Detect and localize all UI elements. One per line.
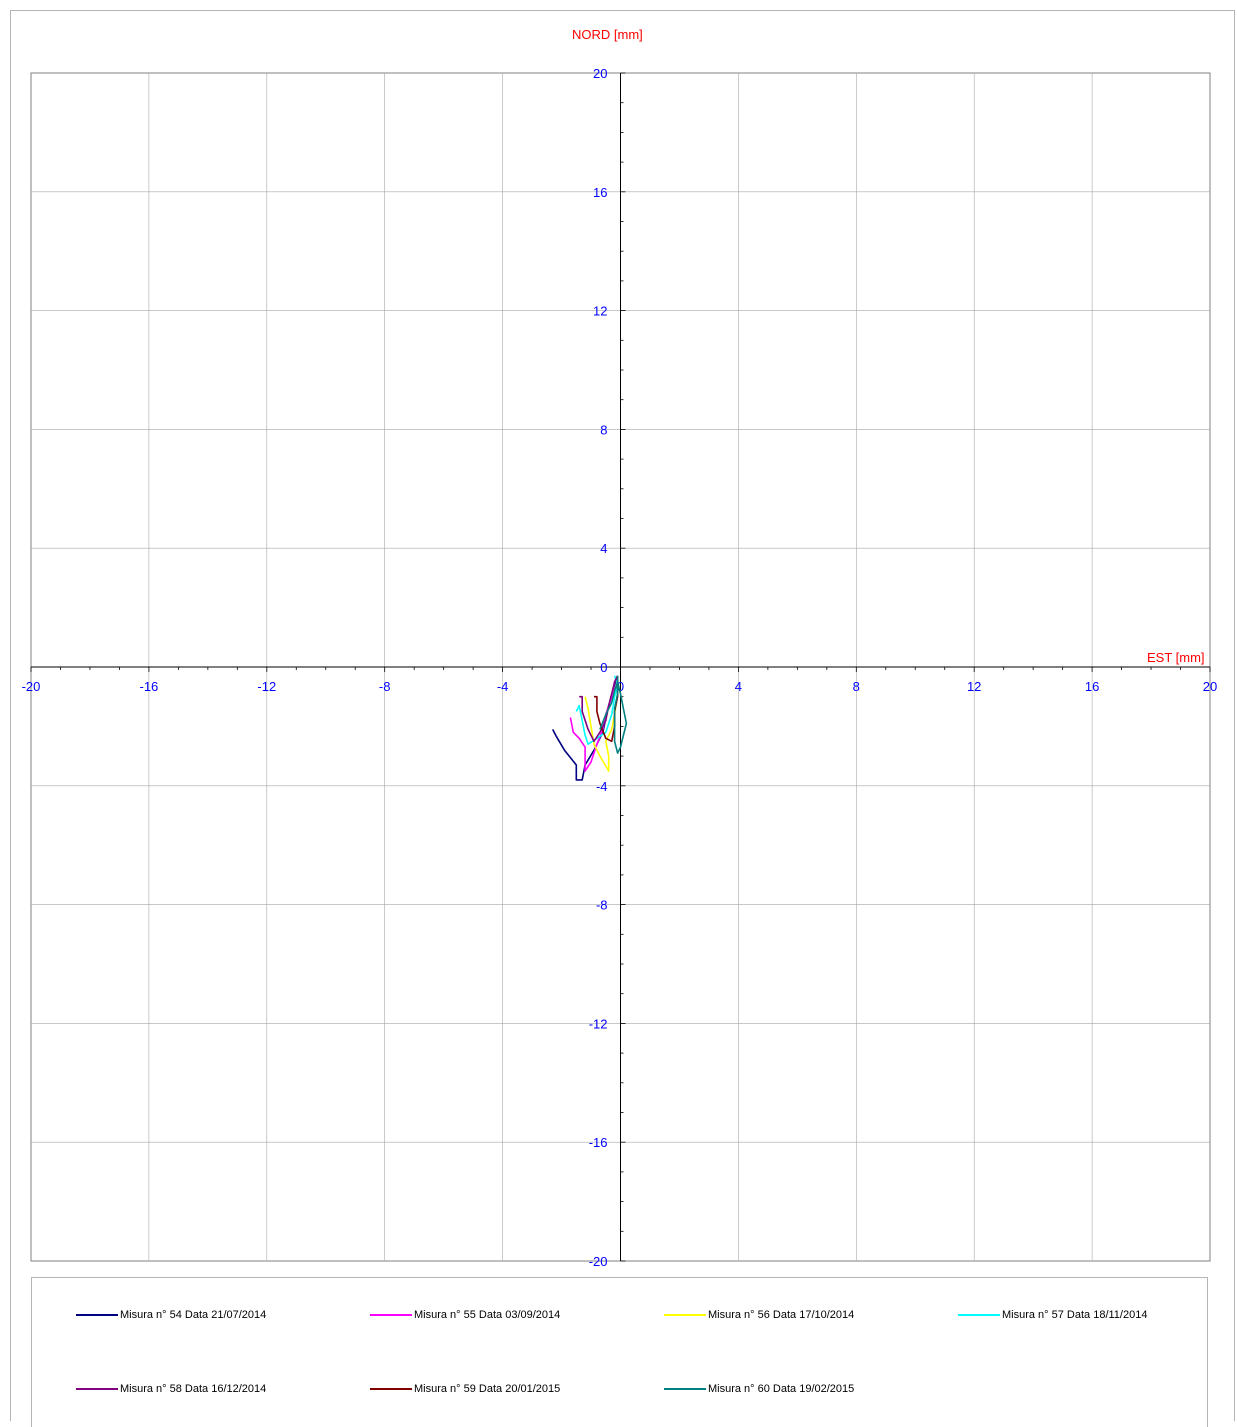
legend-swatch <box>958 1314 1000 1316</box>
y-tick-label: -16 <box>589 1135 608 1150</box>
legend-label: Misura n° 56 Data 17/10/2014 <box>708 1309 855 1321</box>
y-tick-label: 20 <box>593 66 607 81</box>
x-tick-label: 0 <box>617 679 624 694</box>
y-tick-label: 12 <box>593 304 607 319</box>
y-tick-label: 8 <box>600 422 607 437</box>
legend-label: Misura n° 57 Data 18/11/2014 <box>1002 1309 1148 1321</box>
legend-swatch <box>76 1388 118 1390</box>
y-tick-label: 16 <box>593 185 607 200</box>
legend-item: Misura n° 54 Data 21/07/2014 <box>76 1308 266 1322</box>
legend-item: Misura n° 58 Data 16/12/2014 <box>76 1382 266 1396</box>
legend-item: Misura n° 59 Data 20/01/2015 <box>370 1382 560 1396</box>
legend-label: Misura n° 60 Data 19/02/2015 <box>708 1383 855 1395</box>
x-tick-label: -20 <box>22 679 41 694</box>
legend-label: Misura n° 59 Data 20/01/2015 <box>414 1383 561 1395</box>
x-tick-label: 4 <box>735 679 742 694</box>
chart-frame <box>10 10 1235 1421</box>
x-tick-label: -8 <box>379 679 391 694</box>
legend-swatch <box>664 1388 706 1390</box>
y-axis-title: NORD [mm] <box>572 27 643 42</box>
x-tick-label: -12 <box>257 679 276 694</box>
x-tick-label: 8 <box>853 679 860 694</box>
legend: Misura n° 54 Data 21/07/2014 Misura n° 55… <box>31 1277 1208 1427</box>
x-tick-label: 16 <box>1085 679 1099 694</box>
x-tick-label: 20 <box>1203 679 1217 694</box>
x-tick-label: -16 <box>140 679 159 694</box>
x-tick-label: 12 <box>967 679 981 694</box>
legend-item: Misura n° 55 Data 03/09/2014 <box>370 1308 560 1322</box>
series-line <box>599 675 628 754</box>
legend-item: Misura n° 60 Data 19/02/2015 <box>664 1382 854 1396</box>
legend-swatch <box>370 1314 412 1316</box>
y-tick-label: -8 <box>596 898 608 913</box>
x-tick-label: -4 <box>497 679 509 694</box>
x-axis-title: EST [mm] <box>1147 650 1205 665</box>
y-tick-label: 0 <box>600 660 607 675</box>
legend-item: Misura n° 56 Data 17/10/2014 <box>664 1308 854 1322</box>
series-line <box>579 675 619 743</box>
legend-label: Misura n° 54 Data 21/07/2014 <box>120 1309 267 1321</box>
series-group <box>551 675 628 781</box>
y-tick-label: -20 <box>589 1254 608 1269</box>
legend-swatch <box>664 1314 706 1316</box>
ticks: -20 -16 -12 -8 -4 0 4 8 12 16 20 -20 -16 -12 -8 -4 0 4 8 12… <box>22 66 1218 1269</box>
series-line <box>569 675 619 772</box>
legend-swatch <box>370 1388 412 1390</box>
legend-swatch <box>76 1314 118 1316</box>
legend-label: Misura n° 58 Data 16/12/2014 <box>120 1383 267 1395</box>
y-tick-label: -4 <box>596 779 608 794</box>
legend-label: Misura n° 55 Data 03/09/2014 <box>414 1309 561 1321</box>
y-tick-label: -12 <box>589 1016 608 1031</box>
y-tick-label: 4 <box>600 541 607 556</box>
legend-item: Misura n° 57 Data 18/11/2014 <box>958 1308 1147 1322</box>
